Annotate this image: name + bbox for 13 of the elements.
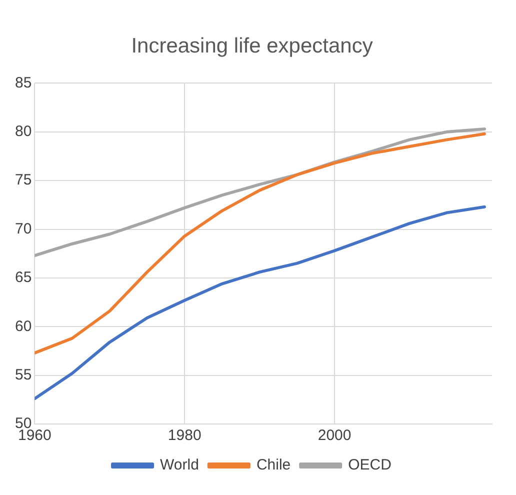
y-tick-label: 75 — [14, 172, 32, 189]
x-tick-label: 2000 — [318, 427, 352, 444]
y-tick-label: 55 — [14, 366, 32, 384]
y-tick-label: 80 — [14, 123, 32, 140]
legend-label: Chile — [256, 456, 291, 474]
legend-label: OECD — [348, 456, 392, 474]
y-tick-label: 85 — [14, 74, 32, 92]
x-tick-label: 1980 — [168, 427, 202, 444]
y-tick-label: 60 — [14, 318, 32, 335]
y-tick-label: 70 — [14, 220, 32, 238]
legend-label: World — [160, 456, 199, 474]
chart-title: Increasing life expectancy — [131, 34, 374, 58]
y-tick-label: 65 — [14, 269, 32, 286]
